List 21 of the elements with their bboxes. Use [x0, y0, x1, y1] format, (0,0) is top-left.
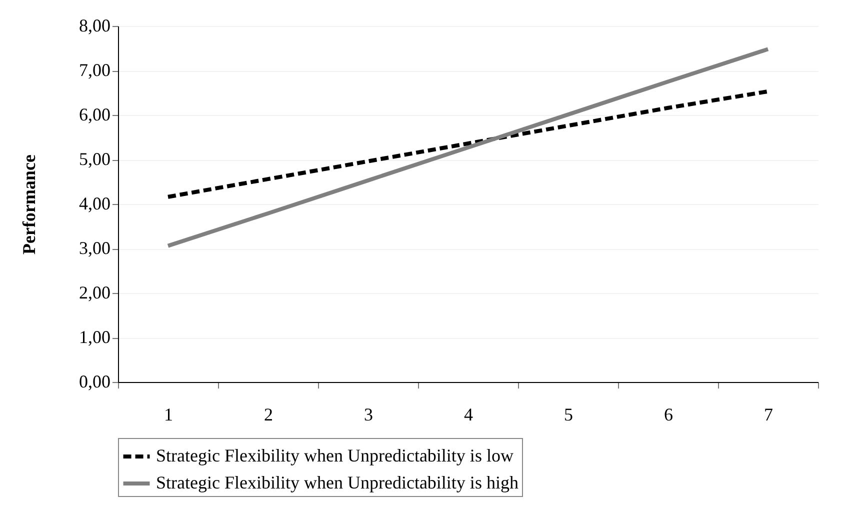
x-tick-label: 1 — [164, 404, 173, 424]
legend-label: Strategic Flexibility when Unpredictability is low — [156, 446, 514, 466]
y-axis-title: Performance — [19, 154, 39, 254]
line-series — [166, 89, 770, 199]
legend-label: Strategic Flexibility when Unpredictability is high — [156, 472, 518, 492]
x-tick-label: 5 — [564, 404, 573, 424]
line-series — [166, 47, 770, 248]
x-tick-label: 6 — [664, 404, 673, 424]
x-tick-label: 2 — [264, 404, 273, 424]
y-tick-label: 7,00 — [79, 60, 110, 80]
x-tick-label: 7 — [764, 404, 773, 424]
y-tick-label: 3,00 — [79, 238, 110, 258]
y-tick-label: 6,00 — [79, 104, 110, 124]
y-tick-label: 0,00 — [79, 372, 110, 392]
y-tick-label: 8,00 — [79, 16, 110, 36]
y-tick-label: 5,00 — [79, 149, 110, 169]
x-tick-label: 3 — [364, 404, 373, 424]
y-tick-label: 4,00 — [79, 194, 110, 214]
x-tick-label: 4 — [464, 404, 473, 424]
y-tick-label: 2,00 — [79, 282, 110, 302]
y-tick-label: 1,00 — [79, 327, 110, 347]
